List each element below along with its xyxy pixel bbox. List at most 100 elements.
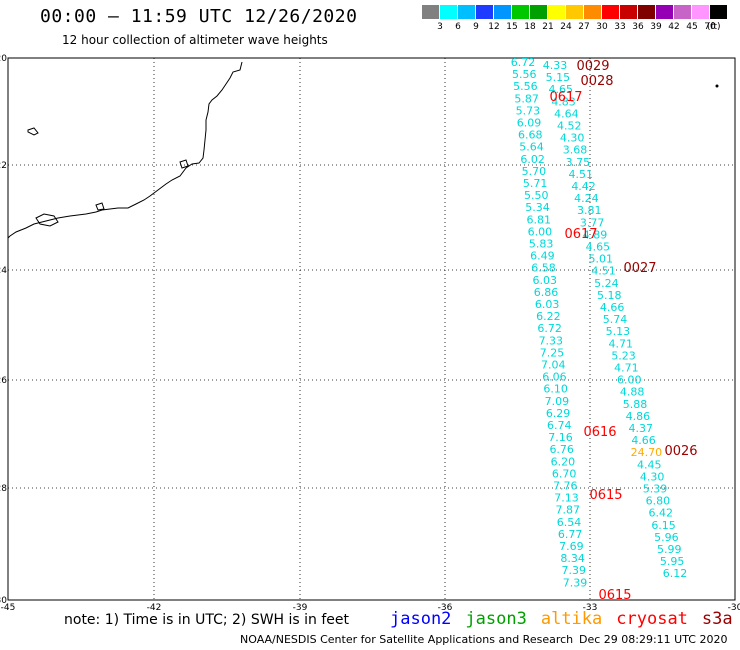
- longitude-label: -33: [583, 603, 598, 613]
- longitude-label: -36: [438, 603, 453, 613]
- satellite-cryosat: cryosat: [616, 609, 688, 629]
- legend-tick: 70: [704, 22, 716, 32]
- legend-tick: 18: [524, 22, 536, 32]
- track-b-value: 5.88: [623, 398, 648, 411]
- track-a-value: 7.16: [548, 431, 573, 444]
- track-a-value: 6.03: [535, 298, 560, 311]
- track-b-value: 4.45: [637, 458, 662, 471]
- track-b-value: 5.39: [643, 483, 668, 496]
- track-a-value: 6.29: [546, 407, 571, 420]
- legend-swatch: [692, 5, 710, 19]
- track-b-value: 4.51: [591, 265, 616, 278]
- pass-time-label: 0617: [564, 227, 597, 242]
- track-b-value: 4.83: [551, 95, 576, 108]
- track-b-value: 6.12: [663, 567, 688, 580]
- track-b-value: 4.24: [574, 192, 599, 205]
- track-a-value: 6.03: [533, 274, 558, 287]
- legend-swatch: [638, 5, 656, 19]
- track-b-value: 5.23: [611, 349, 636, 362]
- altimeter-track-a: 6.725.565.565.875.736.096.685.646.025.70…: [511, 56, 588, 589]
- track-a-value: 5.87: [514, 92, 539, 105]
- track-a-value: 7.13: [554, 492, 579, 505]
- legend-swatch: [710, 5, 728, 19]
- track-b-value: 6.42: [648, 507, 673, 520]
- longitude-label: -42: [147, 603, 162, 613]
- longitude-label: -30: [728, 603, 740, 613]
- map-grid: [7, 57, 736, 601]
- track-b-value: 5.24: [594, 277, 619, 290]
- legend-tick: 30: [596, 22, 608, 32]
- track-a-value: 5.56: [513, 80, 538, 93]
- legend-swatch: [458, 5, 476, 19]
- legend-swatch: [674, 5, 692, 19]
- credit-text: NOAA/NESDIS Center for Satellite Applica…: [240, 633, 574, 646]
- track-a-value: 8.34: [560, 552, 585, 565]
- legend-swatch: [620, 5, 638, 19]
- track-b-value: 4.86: [626, 410, 651, 423]
- track-a-value: 5.71: [523, 177, 548, 190]
- track-b-value: 5.01: [588, 253, 613, 266]
- track-b-value: 5.13: [606, 325, 631, 338]
- track-b-value: 4.42: [571, 180, 596, 193]
- legend-tick: 24: [560, 22, 572, 32]
- legend-tick: 9: [473, 22, 479, 32]
- legend-tick: 27: [578, 22, 590, 32]
- pass-time-label: 0027: [623, 261, 656, 276]
- page-subtitle: 12 hour collection of altimeter wave hei…: [62, 33, 328, 47]
- track-b-value: 4.64: [554, 107, 579, 120]
- legend-unit: (ft): [707, 22, 721, 32]
- track-a-value: 5.34: [525, 201, 550, 214]
- track-a-value: 5.83: [529, 238, 554, 251]
- track-a-value: 5.50: [524, 189, 549, 202]
- altimeter-track-b: 4.335.154.654.834.644.524.303.683.754.51…: [543, 59, 688, 580]
- track-b-value: 4.71: [608, 337, 633, 350]
- track-a-value: 5.56: [512, 68, 537, 81]
- track-b-value: 3.75: [566, 156, 591, 169]
- track-a-value: 5.64: [519, 141, 544, 154]
- track-b-value: 4.66: [631, 434, 656, 447]
- satellite-jason2: jason2: [390, 609, 452, 629]
- track-a-value: 6.06: [542, 371, 567, 384]
- pass-time-label: 0029: [576, 59, 609, 74]
- track-b-value: 5.74: [603, 313, 628, 326]
- footer-note: note: 1) Time is in UTC; 2) SWH is in fe…: [64, 612, 350, 628]
- legend-swatch: [512, 5, 530, 19]
- pass-time-label: 0028: [580, 74, 613, 89]
- track-a-value: 5.70: [522, 165, 547, 178]
- track-a-value: 7.33: [539, 334, 564, 347]
- legend-tick: 39: [650, 22, 662, 32]
- legend-tick: 45: [686, 22, 698, 32]
- track-a-value: 7.09: [545, 395, 570, 408]
- island-3: [35, 213, 59, 227]
- legend-swatch: [656, 5, 674, 19]
- track-b-value: 3.77: [580, 216, 605, 229]
- map-frame: [7, 57, 736, 601]
- legend-swatch: [422, 5, 440, 19]
- track-a-value: 6.76: [549, 443, 574, 456]
- color-scale-legend: 3 6 9 12 15 18 21 24 27 30 33 36 39 42 45 70 (ft): [422, 5, 728, 33]
- coastline: [7, 61, 243, 239]
- pass-time-label: 0617: [549, 90, 582, 105]
- satellite-altika: altika: [540, 609, 603, 629]
- track-a-value: 6.68: [518, 129, 543, 142]
- legend-tick: 15: [506, 22, 518, 32]
- track-b-value: 4.66: [600, 301, 625, 314]
- track-a-value: 7.69: [559, 540, 584, 553]
- track-a-value: 6.49: [530, 250, 555, 263]
- track-b-value: 4.65: [548, 83, 573, 96]
- track-b-value: 5.15: [546, 71, 571, 84]
- latitude-label: -26: [0, 376, 7, 386]
- legend-tick: 6: [455, 22, 461, 32]
- track-a-value: 6.02: [520, 153, 545, 166]
- track-a-value: 7.25: [540, 346, 565, 359]
- track-b-value: 24.70: [631, 446, 663, 459]
- track-b-value: 4.30: [560, 132, 585, 145]
- legend-swatch: [548, 5, 566, 19]
- track-a-value: 6.77: [558, 528, 583, 541]
- legend-swatch: [440, 5, 458, 19]
- track-a-value: 6.72: [511, 56, 536, 69]
- track-a-value: 7.39: [563, 576, 588, 589]
- satellite-s3a: s3a: [701, 609, 733, 629]
- track-b-value: 4.65: [586, 241, 611, 254]
- legend-swatch: [566, 5, 584, 19]
